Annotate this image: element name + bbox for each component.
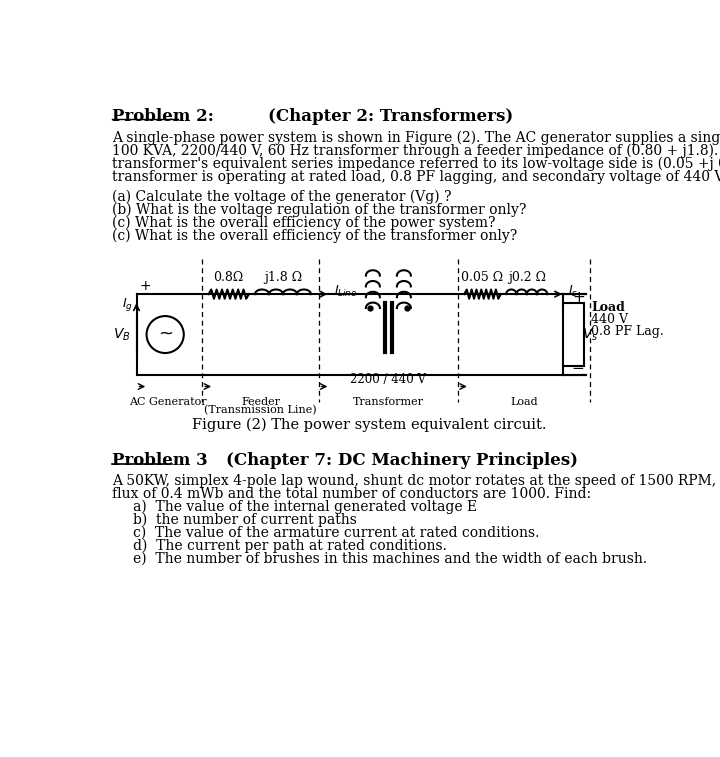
- Text: A single-phase power system is shown in Figure (2). The AC generator supplies a : A single-phase power system is shown in …: [112, 131, 720, 145]
- Text: 0.8 PF Lag.: 0.8 PF Lag.: [591, 325, 664, 338]
- Text: $I_{Line}$: $I_{Line}$: [334, 283, 358, 298]
- Text: a)  The value of the internal generated voltage E: a) The value of the internal generated v…: [132, 500, 477, 514]
- Text: ~: ~: [158, 325, 173, 343]
- Text: A 50KW, simplex 4-pole lap wound, shunt dc motor rotates at the speed of 1500 RP: A 50KW, simplex 4-pole lap wound, shunt …: [112, 474, 720, 488]
- Text: Figure (2) The power system equivalent circuit.: Figure (2) The power system equivalent c…: [192, 417, 546, 431]
- Text: (a) Calculate the voltage of the generator (Vg) ?: (a) Calculate the voltage of the generat…: [112, 189, 451, 204]
- Text: (c) What is the overall efficiency of the power system?: (c) What is the overall efficiency of th…: [112, 216, 495, 230]
- Text: b)  the number of current paths: b) the number of current paths: [132, 512, 356, 527]
- Text: $I_s$: $I_s$: [568, 283, 578, 298]
- Text: c)  The value of the armature current at rated conditions.: c) The value of the armature current at …: [132, 526, 539, 540]
- Text: Load: Load: [591, 301, 625, 314]
- Text: $V_s$: $V_s$: [582, 326, 598, 343]
- Text: flux of 0.4 mWb and the total number of conductors are 1000. Find:: flux of 0.4 mWb and the total number of …: [112, 487, 591, 500]
- Text: −: −: [572, 361, 585, 376]
- Text: 0.05 Ω: 0.05 Ω: [462, 271, 503, 284]
- Text: (c) What is the overall efficiency of the transformer only?: (c) What is the overall efficiency of th…: [112, 229, 517, 243]
- Text: 100 KVA, 2200/440 V, 60 Hz transformer through a feeder impedance of (0.80 + j1.: 100 KVA, 2200/440 V, 60 Hz transformer t…: [112, 144, 720, 158]
- Text: AC Generator: AC Generator: [129, 397, 207, 407]
- Text: 440 V: 440 V: [591, 313, 629, 326]
- Text: Feeder: Feeder: [241, 397, 280, 407]
- Text: $I_g$: $I_g$: [122, 297, 133, 313]
- Text: +: +: [572, 291, 585, 306]
- Text: Transformer: Transformer: [353, 397, 424, 407]
- Text: $V_B$: $V_B$: [114, 326, 131, 343]
- Text: transformer's equivalent series impedance referred to its low-voltage side is (0: transformer's equivalent series impedanc…: [112, 157, 720, 171]
- Text: d)  The current per path at rated conditions.: d) The current per path at rated conditi…: [132, 539, 446, 553]
- Text: Load: Load: [510, 397, 538, 407]
- Text: 2200 / 440 V: 2200 / 440 V: [351, 372, 426, 385]
- Text: +: +: [140, 279, 151, 294]
- Bar: [563, 304, 584, 366]
- Text: j1.8 Ω: j1.8 Ω: [264, 271, 302, 284]
- Text: transformer is operating at rated load, 0.8 PF lagging, and secondary voltage of: transformer is operating at rated load, …: [112, 170, 720, 184]
- Text: e)  The number of brushes in this machines and the width of each brush.: e) The number of brushes in this machine…: [132, 552, 647, 566]
- Text: (Chapter 7: DC Machinery Principles): (Chapter 7: DC Machinery Principles): [225, 452, 577, 469]
- Text: Problem 3: Problem 3: [112, 452, 207, 469]
- Text: Problem 2:: Problem 2:: [112, 107, 214, 125]
- Text: (Transmission Line): (Transmission Line): [204, 405, 317, 416]
- Text: (b) What is the voltage regulation of the transformer only?: (b) What is the voltage regulation of th…: [112, 202, 526, 217]
- Text: (Chapter 2: Transformers): (Chapter 2: Transformers): [269, 107, 513, 125]
- Text: 0.8Ω: 0.8Ω: [214, 271, 244, 284]
- Text: j0.2 Ω: j0.2 Ω: [508, 271, 546, 284]
